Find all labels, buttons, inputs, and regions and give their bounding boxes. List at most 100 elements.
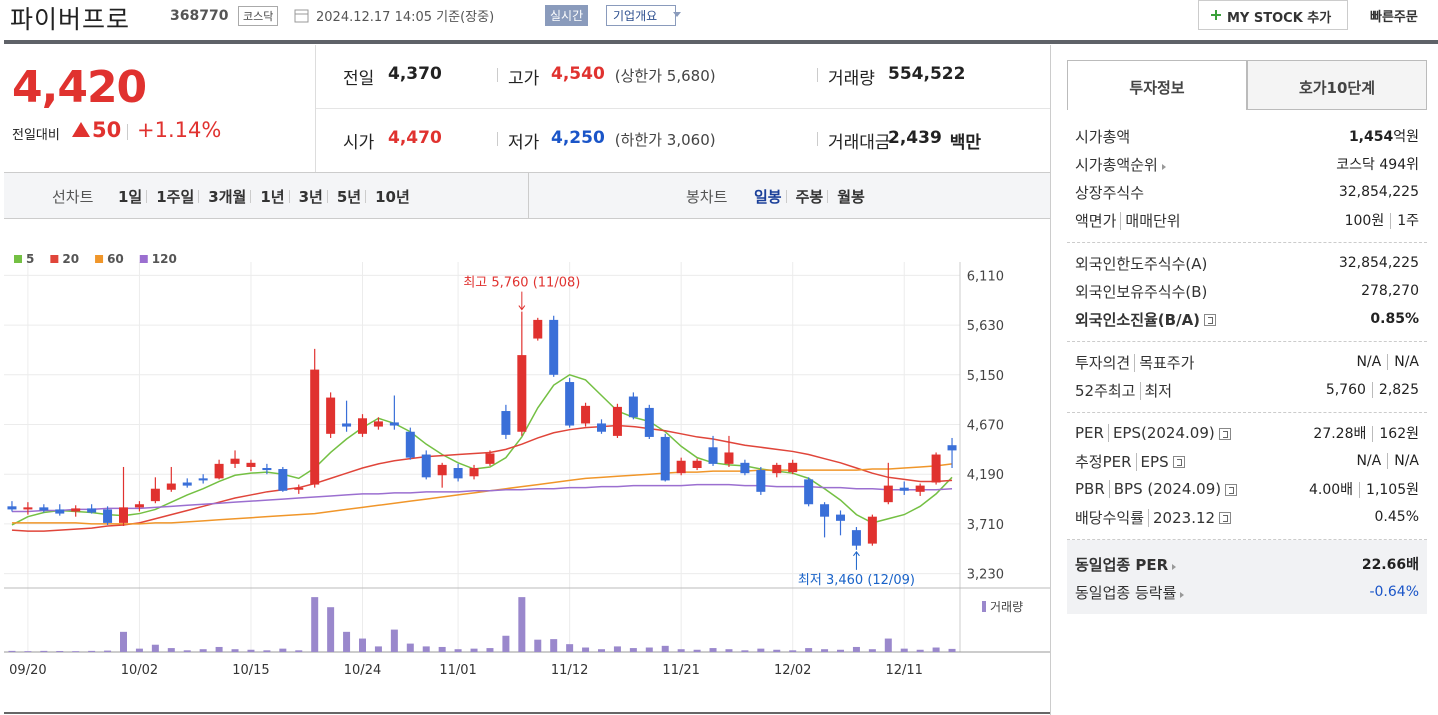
quote-label: 거래대금 bbox=[828, 133, 891, 153]
label-text: 매매단위 bbox=[1125, 211, 1181, 230]
volume-bar bbox=[757, 648, 765, 652]
info-value: 5,760 2,825 bbox=[1326, 382, 1419, 398]
period-tab[interactable]: 일봉 bbox=[754, 188, 782, 206]
volume-bar bbox=[534, 639, 542, 652]
calendar-icon bbox=[294, 9, 309, 23]
volume-bar bbox=[327, 607, 335, 652]
volume-bar bbox=[295, 650, 303, 652]
label-text: 상장주식수 bbox=[1075, 183, 1145, 202]
value-text: N/A bbox=[1394, 453, 1419, 469]
help-icon[interactable] bbox=[1218, 427, 1231, 440]
info-label: 52주최고 최저 bbox=[1075, 380, 1172, 401]
volume-bar bbox=[406, 643, 414, 652]
candle-body bbox=[405, 431, 415, 458]
value-text: 1,105원 bbox=[1366, 482, 1419, 498]
volume-bar bbox=[231, 649, 239, 652]
value-unit: 억원 bbox=[1393, 129, 1419, 145]
info-label: 배당수익률 2023.12 bbox=[1075, 507, 1232, 528]
separator bbox=[1387, 354, 1389, 370]
panel-tab[interactable]: 투자정보 bbox=[1067, 60, 1247, 110]
info-label: 시가총액 bbox=[1075, 126, 1130, 147]
divider bbox=[146, 190, 148, 203]
volume-bar bbox=[247, 649, 255, 652]
legend-swatch bbox=[982, 601, 986, 612]
info-label: 시가총액순위 bbox=[1075, 154, 1166, 175]
info-value: 100원 1주 bbox=[1345, 210, 1419, 230]
candle-body bbox=[501, 411, 511, 435]
volume-bar bbox=[582, 647, 590, 652]
divider bbox=[316, 108, 1050, 109]
info-row: 외국인소진율(B/A) 0.85% bbox=[1075, 305, 1419, 333]
info-value: 1,454억원 bbox=[1349, 126, 1419, 146]
separator bbox=[1120, 211, 1122, 230]
volume-bar bbox=[868, 649, 876, 652]
current-price: 4,420 bbox=[12, 62, 147, 113]
x-tick-label: 09/20 bbox=[9, 663, 46, 678]
period-tab[interactable]: 1주일 bbox=[156, 188, 195, 206]
candle-body bbox=[947, 445, 957, 451]
help-icon[interactable] bbox=[1204, 314, 1217, 326]
volume-bar bbox=[805, 648, 813, 652]
divider bbox=[528, 173, 529, 218]
candle-body bbox=[119, 507, 128, 523]
y-tick-label: 3,710 bbox=[967, 518, 1004, 533]
candle-body bbox=[628, 396, 638, 418]
candle-body bbox=[708, 447, 718, 464]
help-icon[interactable] bbox=[1219, 512, 1232, 524]
label-text: EPS(2024.09) bbox=[1112, 424, 1215, 442]
candle-body bbox=[597, 423, 606, 432]
divider bbox=[817, 132, 818, 146]
period-tab[interactable]: 10년 bbox=[375, 188, 410, 206]
help-icon[interactable] bbox=[1225, 483, 1238, 496]
help-icon[interactable] bbox=[1172, 456, 1185, 468]
candle-body bbox=[134, 504, 144, 508]
volume-bar bbox=[151, 644, 159, 652]
label-text: 외국인보유주식수(B) bbox=[1075, 282, 1208, 301]
candle-body bbox=[39, 507, 49, 511]
y-tick-label: 4,670 bbox=[967, 419, 1004, 434]
volume-bar bbox=[470, 648, 478, 652]
separator bbox=[1135, 452, 1137, 471]
value-text: 27.28배 bbox=[1313, 426, 1367, 442]
value-text: 2,825 bbox=[1378, 382, 1419, 398]
realtime-button[interactable]: 실시간 bbox=[545, 5, 589, 26]
period-tab[interactable]: 1년 bbox=[260, 188, 285, 206]
label-text: PER bbox=[1075, 424, 1104, 442]
invest-panel: 투자정보 호가10단계 시가총액 1,454억원 시가총액순위 코스닥 494위 상장주식수… bbox=[1067, 60, 1427, 614]
volume-bar bbox=[677, 649, 685, 652]
period-tab[interactable]: 3년 bbox=[298, 188, 323, 206]
candle-body bbox=[71, 508, 81, 512]
period-tab[interactable]: 주봉 bbox=[795, 188, 824, 206]
overview-dropdown[interactable]: 기업개요 bbox=[606, 5, 677, 26]
mystock-button[interactable]: MY STOCK 추가 bbox=[1198, 0, 1348, 30]
period-tab[interactable]: 월봉 bbox=[837, 188, 865, 206]
info-label: 추정PER EPS bbox=[1075, 451, 1185, 472]
candle-body bbox=[533, 319, 543, 339]
candle-body bbox=[437, 464, 447, 476]
candle-body bbox=[804, 479, 814, 505]
period-tab[interactable]: 5년 bbox=[336, 188, 362, 206]
label-text: PBR bbox=[1075, 480, 1105, 498]
volume-bar bbox=[852, 646, 860, 652]
info-value: 278,270 bbox=[1361, 283, 1419, 299]
info-row: 외국인한도주식수(A) 32,854,225 bbox=[1075, 249, 1419, 277]
volume-bar bbox=[359, 638, 366, 652]
candle-body bbox=[278, 469, 288, 491]
info-row: 투자의견 목표주가 N/A N/A bbox=[1075, 348, 1419, 376]
panel-tab[interactable]: 호가10단계 bbox=[1247, 60, 1427, 110]
period-tab[interactable]: 3개월 bbox=[208, 188, 247, 206]
period-tab[interactable]: 1일 bbox=[118, 188, 143, 206]
label-text: 동일업종 등락률 bbox=[1075, 583, 1177, 602]
candle-body bbox=[644, 407, 654, 437]
quick-order[interactable]: 빠른주문 bbox=[1370, 10, 1418, 25]
volume-bar bbox=[837, 649, 844, 652]
label-text: 시가총액순위 bbox=[1075, 155, 1158, 174]
legend-swatch bbox=[139, 255, 148, 263]
quote-sub: (하한가 3,060) bbox=[614, 131, 716, 149]
info-value: 32,854,225 bbox=[1339, 255, 1419, 271]
legend-label: 20 bbox=[62, 252, 79, 266]
info-label: 외국인소진율(B/A) bbox=[1075, 309, 1217, 330]
legend-swatch bbox=[14, 255, 22, 263]
value-text: N/A bbox=[1356, 453, 1382, 469]
x-tick-label: 10/24 bbox=[344, 663, 381, 678]
